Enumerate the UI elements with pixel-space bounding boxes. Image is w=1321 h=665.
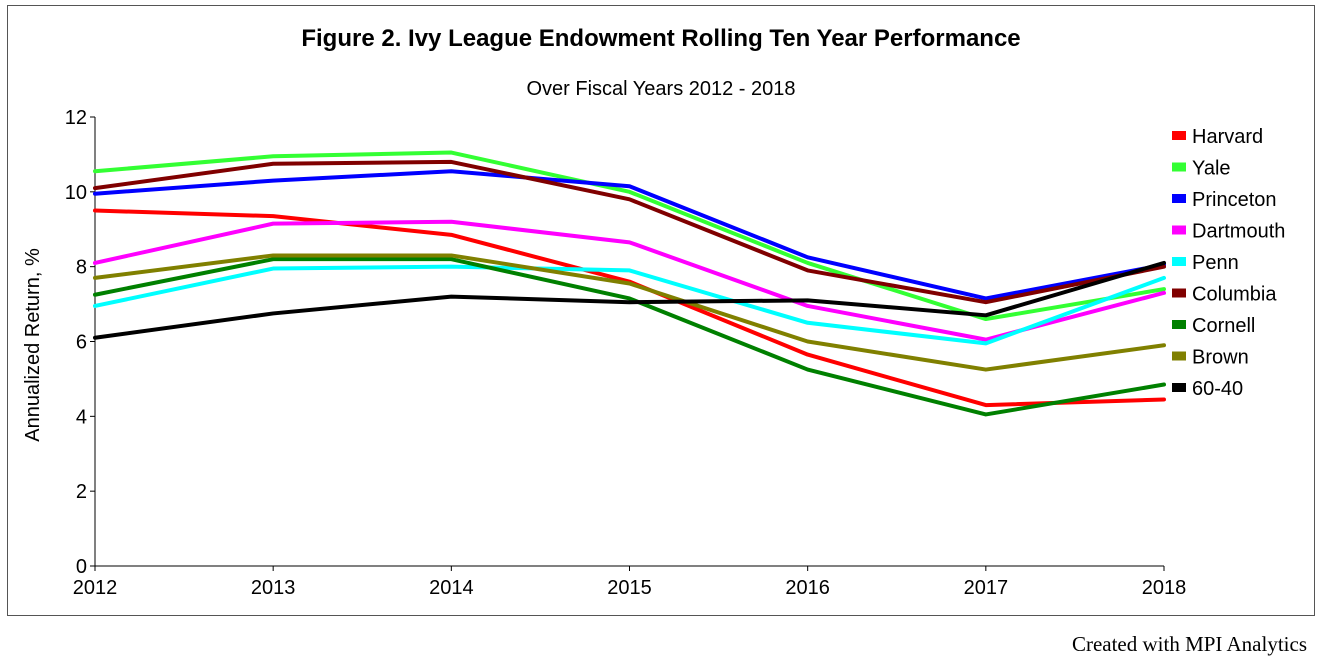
legend-label-60-40: 60-40 xyxy=(1192,378,1243,400)
credit-text: Created with MPI Analytics xyxy=(1071,632,1307,656)
x-tick-label: 2018 xyxy=(1142,577,1187,599)
legend: Harvard Yale Princeton Dartmouth Penn Columbi… xyxy=(1172,126,1285,400)
legend-swatch-dartmouth xyxy=(1172,225,1186,235)
x-tick-label: 2014 xyxy=(429,577,474,599)
legend-label-columbia: Columbia xyxy=(1192,284,1277,306)
x-tick-label: 2012 xyxy=(73,577,118,599)
y-tick-label: 4 xyxy=(76,406,87,428)
chart: Figure 2. Ivy League Endowment Rolling T… xyxy=(22,25,1285,599)
legend-swatch-columbia xyxy=(1172,288,1186,298)
legend-label-dartmouth: Dartmouth xyxy=(1192,221,1285,243)
legend-swatch-brown xyxy=(1172,351,1186,361)
y-tick-label: 0 xyxy=(76,556,87,578)
series-line-princeton xyxy=(93,169,1166,301)
y-tick-label: 10 xyxy=(65,182,87,204)
series-line-dartmouth xyxy=(93,219,1166,342)
y-tick-label: 12 xyxy=(65,107,87,129)
chart-subtitle: Over Fiscal Years 2012 - 2018 xyxy=(526,78,795,100)
chart-frame xyxy=(7,5,1315,616)
legend-swatch-cornell xyxy=(1172,320,1186,329)
y-axis-label: Annualized Return, % xyxy=(22,248,44,442)
legend-label-penn: Penn xyxy=(1192,252,1239,274)
series-line-brown xyxy=(93,253,1166,372)
chart-title: Figure 2. Ivy League Endowment Rolling T… xyxy=(301,25,1020,52)
series-line-60-40 xyxy=(93,260,1166,340)
series-line-harvard xyxy=(93,208,1166,408)
legend-label-brown: Brown xyxy=(1192,347,1249,369)
x-tick-label: 2013 xyxy=(251,577,296,599)
x-tick-label: 2015 xyxy=(607,577,652,599)
series-line-penn xyxy=(93,264,1166,346)
series-lines xyxy=(93,150,1166,417)
series-line-cornell xyxy=(93,257,1166,417)
legend-swatch-penn xyxy=(1172,257,1186,266)
legend-label-princeton: Princeton xyxy=(1192,189,1277,211)
y-tick-label: 6 xyxy=(76,332,87,354)
series-line-yale xyxy=(93,150,1166,322)
legend-swatch-yale xyxy=(1172,162,1186,172)
legend-label-cornell: Cornell xyxy=(1192,315,1255,337)
x-tick-label: 2017 xyxy=(964,577,1009,599)
legend-label-yale: Yale xyxy=(1192,158,1231,180)
legend-swatch-princeton xyxy=(1172,194,1186,203)
legend-swatch-60-40 xyxy=(1172,383,1186,392)
axes: 0 2 4 6 8 10 12 2012 2013 2014 2015 2016 2017 2018 xyxy=(65,107,1187,599)
legend-swatch-harvard xyxy=(1172,131,1186,140)
y-tick-label: 2 xyxy=(76,481,87,503)
x-tick-label: 2016 xyxy=(785,577,830,599)
legend-label-harvard: Harvard xyxy=(1192,126,1263,148)
series-line-columbia xyxy=(93,159,1166,305)
y-tick-label: 8 xyxy=(76,257,87,279)
